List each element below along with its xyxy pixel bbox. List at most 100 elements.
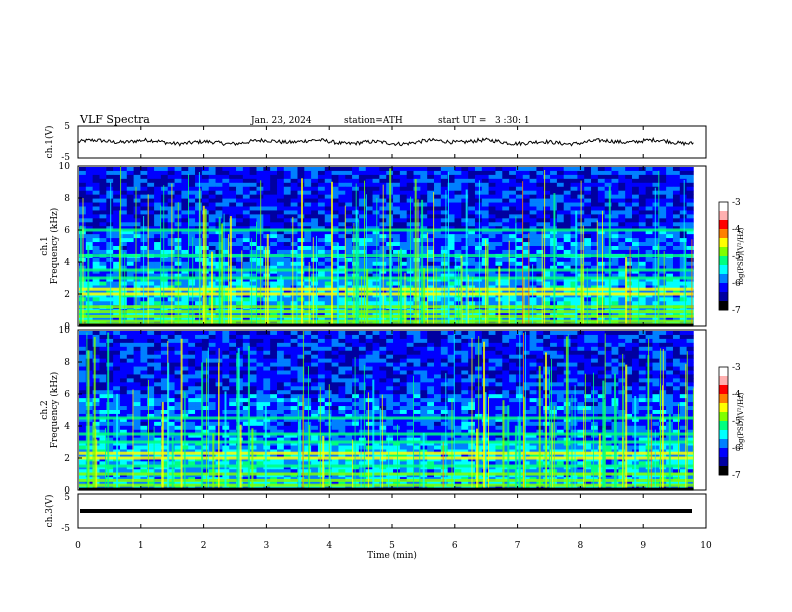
spec1-cell bbox=[434, 317, 442, 322]
spec1-cell bbox=[468, 242, 476, 247]
spec1-cell bbox=[570, 297, 578, 302]
spec1-cell bbox=[119, 317, 128, 322]
spec1-cell bbox=[160, 265, 169, 270]
spec1-cell bbox=[242, 285, 250, 290]
spec2-cell bbox=[276, 378, 285, 383]
spec1-cell bbox=[604, 226, 612, 231]
spec1-cell bbox=[618, 170, 626, 176]
spec2-cell bbox=[652, 362, 660, 367]
spec2-cell bbox=[324, 382, 332, 387]
spec1-cell bbox=[509, 257, 517, 263]
spec1-cell bbox=[222, 190, 230, 195]
spec1-cell bbox=[597, 198, 605, 203]
spec1-cell bbox=[447, 182, 455, 188]
spec1-cell bbox=[236, 293, 244, 298]
spec2-cell bbox=[679, 338, 687, 344]
spec1-cell bbox=[242, 289, 250, 294]
spec2-cell bbox=[543, 342, 551, 348]
spec1-cell bbox=[276, 167, 285, 172]
spec1-cell bbox=[488, 214, 496, 219]
spec1-cell bbox=[645, 257, 653, 263]
spec2-cell bbox=[522, 358, 530, 363]
spec2-cell bbox=[584, 350, 592, 355]
spec1-cell bbox=[270, 246, 278, 251]
spec2-cell bbox=[420, 374, 428, 379]
spec1-cell bbox=[632, 202, 640, 207]
spec1-cell bbox=[399, 222, 407, 227]
spec1-cell bbox=[263, 226, 271, 231]
spec1-cell bbox=[324, 289, 332, 294]
spec1-cell bbox=[468, 265, 476, 270]
spec2-cell bbox=[106, 366, 114, 371]
spec1-cell bbox=[584, 206, 592, 211]
spec1-cell bbox=[126, 277, 134, 282]
spec1-cell bbox=[502, 206, 510, 211]
spec1-cell bbox=[188, 265, 196, 270]
spec1-cell bbox=[536, 285, 544, 290]
spec1-cell bbox=[604, 218, 612, 223]
spec2-cell bbox=[406, 350, 414, 355]
spec1-cell bbox=[563, 261, 571, 267]
spec1-cell bbox=[556, 214, 565, 219]
spec1-cell bbox=[249, 210, 257, 215]
spec1-cell bbox=[638, 297, 646, 302]
spec1-cell bbox=[249, 246, 257, 251]
spec2-cell bbox=[427, 346, 435, 352]
spec1-cell bbox=[584, 218, 592, 223]
spec1-cell bbox=[625, 277, 633, 282]
spec1-cell bbox=[167, 202, 175, 207]
spec1-cell bbox=[181, 297, 189, 302]
spec1-cell bbox=[679, 257, 687, 263]
spec1-cell bbox=[106, 269, 114, 274]
spec1-cell bbox=[113, 257, 121, 263]
spec2-cell bbox=[113, 354, 121, 359]
spec1-cell bbox=[352, 293, 360, 298]
spec2-cell bbox=[604, 331, 612, 336]
spec1-cell bbox=[632, 230, 640, 235]
spec1-cell bbox=[222, 206, 230, 211]
spec2-cell bbox=[399, 378, 407, 383]
spec1-cell bbox=[242, 218, 250, 223]
spec1-cell bbox=[659, 234, 667, 239]
spec2-cell bbox=[638, 374, 646, 379]
spec1-cell bbox=[625, 178, 633, 184]
spec1-cell bbox=[645, 238, 653, 243]
spec2-cell bbox=[174, 382, 182, 387]
spec1-cell bbox=[133, 214, 141, 219]
spec1-sferic bbox=[280, 274, 283, 326]
spec2-cell bbox=[167, 382, 175, 387]
spec1-cell bbox=[317, 269, 326, 274]
spec1-cell bbox=[638, 273, 646, 278]
spec2-cell bbox=[550, 358, 558, 363]
spec1-cell bbox=[461, 190, 469, 195]
spec2-cell bbox=[399, 366, 407, 371]
spec1-cell bbox=[365, 210, 373, 215]
spec2-cell bbox=[550, 366, 558, 371]
spec1-cell bbox=[317, 293, 326, 298]
spec1-cell bbox=[92, 249, 100, 255]
spec1-cell bbox=[358, 178, 367, 184]
spec1-cell bbox=[181, 273, 189, 278]
spec1-cell bbox=[509, 186, 517, 191]
spec2-cell bbox=[365, 334, 373, 340]
spec1-cell bbox=[393, 265, 401, 270]
spec1-cell bbox=[447, 273, 455, 278]
spec2-cell bbox=[140, 358, 148, 363]
spec2-cell bbox=[317, 334, 326, 340]
spec1-cell bbox=[584, 170, 592, 176]
spec1-cell bbox=[488, 257, 496, 263]
spec2-cell bbox=[440, 370, 448, 375]
spec2-cell bbox=[160, 338, 169, 344]
spec1-cell bbox=[85, 214, 93, 219]
spec1-cell bbox=[645, 281, 653, 286]
spec1-cell bbox=[249, 202, 257, 207]
spec1-cell bbox=[92, 167, 100, 172]
spec2-cell bbox=[242, 366, 250, 371]
spec1-cell bbox=[304, 170, 312, 176]
spec1-cell bbox=[632, 226, 640, 231]
spec1-cell bbox=[393, 230, 401, 235]
spec2-cell bbox=[331, 354, 339, 359]
spec1-cell bbox=[331, 246, 339, 251]
spec1-cell bbox=[331, 269, 339, 274]
